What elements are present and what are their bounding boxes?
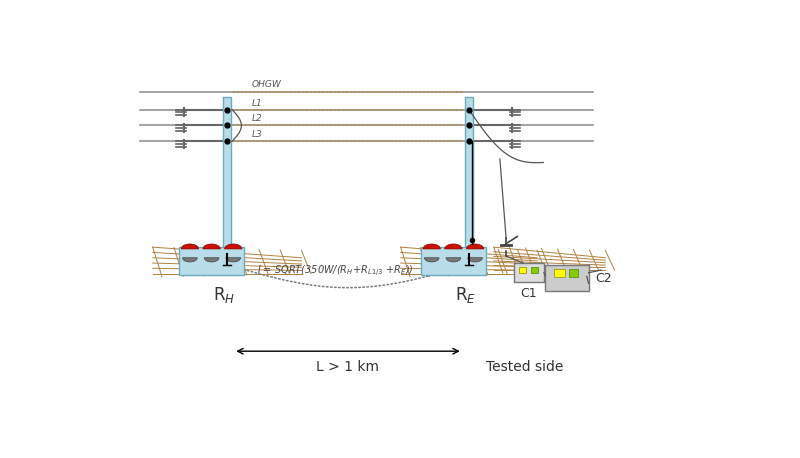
Text: Tested side: Tested side (486, 360, 563, 374)
Text: R$_H$: R$_H$ (213, 285, 235, 305)
Text: C2: C2 (594, 272, 611, 284)
Wedge shape (226, 258, 241, 262)
Text: I = SQRT(350W/(R$_H$+R$_{L1/3}$ +R$_E$)): I = SQRT(350W/(R$_H$+R$_{L1/3}$ +R$_E$)) (257, 264, 414, 279)
Bar (569, 269, 578, 277)
Text: OHGW: OHGW (252, 80, 282, 89)
Wedge shape (203, 244, 220, 249)
Bar (530, 267, 538, 273)
Text: C1: C1 (521, 287, 538, 300)
Text: L2: L2 (252, 114, 262, 123)
Bar (465, 97, 474, 254)
Wedge shape (182, 258, 198, 262)
Wedge shape (445, 244, 462, 249)
Bar (222, 97, 231, 254)
Wedge shape (204, 258, 219, 262)
Text: L > 1 km: L > 1 km (317, 360, 379, 374)
Wedge shape (468, 258, 482, 262)
Wedge shape (182, 244, 198, 249)
Text: R$_E$: R$_E$ (455, 285, 476, 305)
Wedge shape (446, 258, 461, 262)
Bar (421, 247, 486, 275)
Wedge shape (225, 244, 242, 249)
Wedge shape (423, 244, 440, 249)
Bar (554, 269, 565, 277)
Bar (545, 265, 589, 291)
Bar (518, 267, 526, 273)
Wedge shape (424, 258, 439, 262)
Wedge shape (466, 244, 484, 249)
Bar (179, 247, 244, 275)
Text: L3: L3 (252, 130, 262, 139)
Text: L1: L1 (252, 98, 262, 108)
Bar (514, 263, 544, 283)
